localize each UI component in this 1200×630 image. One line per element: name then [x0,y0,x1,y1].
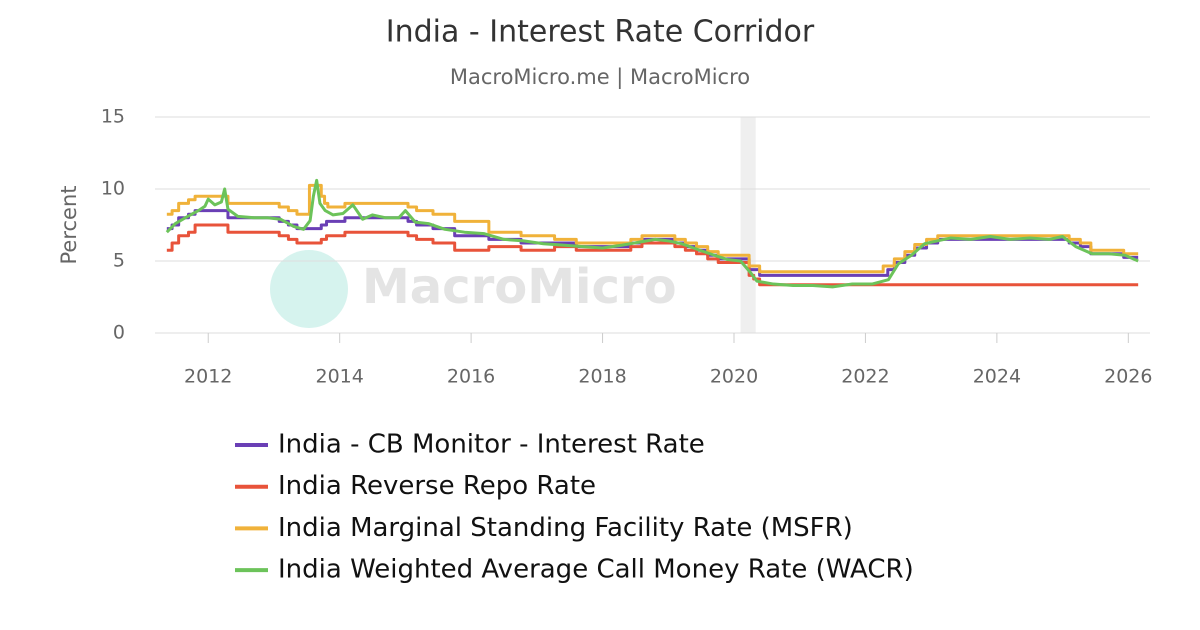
x-tick-label: 2018 [578,366,626,388]
series-line [166,223,1139,287]
legend-label: India Marginal Standing Facility Rate (M… [278,513,853,543]
watermark-logo [270,250,348,328]
legend-label: India Weighted Average Call Money Rate (… [278,555,914,585]
y-tick-label: 15 [101,106,125,128]
watermark: MacroMicro [270,250,677,328]
y-tick-label: 5 [113,250,125,272]
x-tick-label: 2016 [447,366,495,388]
x-tick-label: 2026 [1104,366,1152,388]
y-axis-label: Percent [57,185,81,264]
y-tick-label: 0 [113,322,125,344]
shaded-range [740,117,756,333]
y-tick-label: 10 [101,178,125,200]
x-tick-label: 2014 [315,366,363,388]
series-line [166,183,1139,274]
watermark-text: MacroMicro [362,259,677,315]
chart-title: India - Interest Rate Corridor [386,15,815,50]
x-tick-label: 2020 [710,366,758,388]
x-tick-label: 2024 [973,366,1021,388]
series-line [165,178,1139,289]
chart-subtitle: MacroMicro.me | MacroMicro [450,65,750,90]
x-tick-label: 2012 [184,366,232,388]
legend-label: India Reverse Repo Rate [278,471,596,501]
x-tick-label: 2022 [841,366,889,388]
legend-label: India - CB Monitor - Interest Rate [278,430,705,460]
